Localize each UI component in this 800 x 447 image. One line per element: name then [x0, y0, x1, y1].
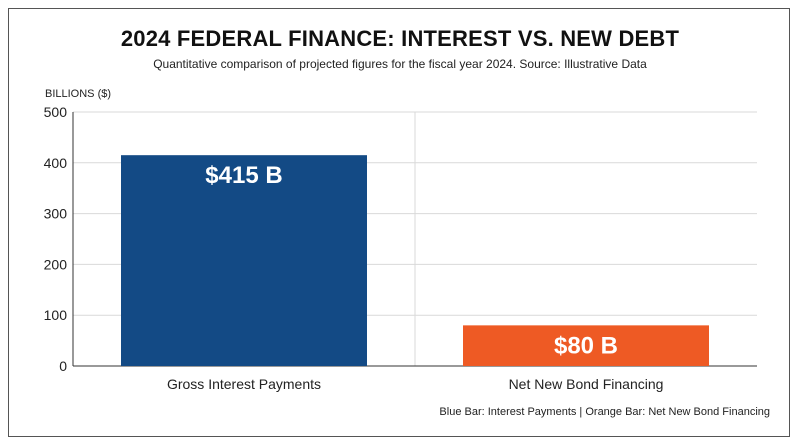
y-tick-label: 200 [44, 256, 68, 272]
bar-layer [121, 155, 709, 366]
data-label: $80 B [554, 332, 618, 359]
y-axis-label: BILLIONS ($) [45, 88, 111, 100]
chart-title: 2024 FEDERAL FINANCE: INTEREST VS. NEW D… [120, 26, 680, 51]
chart-footer: Blue Bar: Interest Payments | Orange Bar… [439, 406, 770, 418]
y-tick-label: 300 [44, 206, 68, 222]
y-tick-label: 400 [44, 155, 68, 171]
bar [121, 155, 367, 366]
y-tick-label: 0 [59, 358, 67, 374]
x-tick-label: Net New Bond Financing [509, 376, 664, 392]
y-tick-label: 500 [44, 104, 68, 120]
y-tick-label: 100 [44, 307, 68, 323]
bar [463, 325, 709, 366]
x-tick-label: Gross Interest Payments [167, 376, 321, 392]
data-label: $415 B [205, 162, 282, 189]
label-layer: 0 100 200 300 400 500 BILLIONS ($) $415 B Gross … [44, 88, 664, 392]
chart-subtitle: Quantitative comparison of projected fig… [153, 57, 647, 71]
